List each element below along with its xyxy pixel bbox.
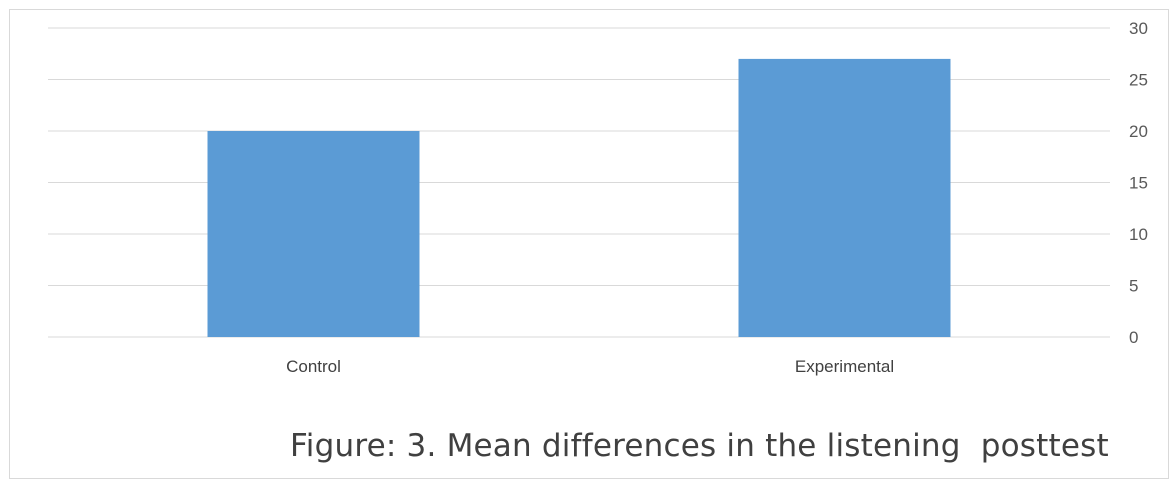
y-axis-tick-labels: 0 5 10 15 20 25 30 bbox=[1129, 19, 1148, 347]
x-axis-category-labels: Control Experimental bbox=[286, 357, 894, 376]
y-tick-label: 5 bbox=[1129, 277, 1138, 296]
bar-experimental bbox=[738, 58, 951, 338]
x-category-label-control: Control bbox=[286, 357, 341, 376]
y-tick-label: 25 bbox=[1129, 71, 1148, 90]
bars bbox=[207, 58, 951, 338]
y-tick-label: 15 bbox=[1129, 174, 1148, 193]
bar-control bbox=[207, 131, 420, 337]
grid-lines bbox=[48, 27, 1110, 338]
figure-caption: Figure: 3. Mean differences in the liste… bbox=[290, 428, 1109, 464]
y-tick-label: 0 bbox=[1129, 328, 1138, 347]
y-tick-label: 20 bbox=[1129, 122, 1148, 141]
y-tick-label: 10 bbox=[1129, 225, 1148, 244]
y-tick-label: 30 bbox=[1129, 19, 1148, 38]
x-category-label-experimental: Experimental bbox=[795, 357, 894, 376]
